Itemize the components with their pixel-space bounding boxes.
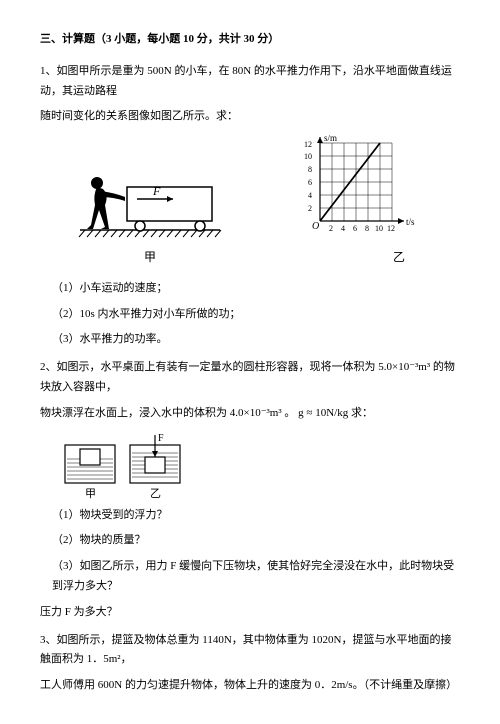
p1-line2: 随时间变化的关系图像如图乙所示。求： [40,107,460,127]
xtick: 8 [365,224,369,233]
force-label-f: F [152,184,161,198]
p1-q2: （2）10s 内水平推力对小车所做的功； [52,305,460,325]
p3-line2: 工人师傅用 600N 的力匀速提升物体，物体上升的速度为 0．2m/s。（不计绳… [40,676,460,696]
ytick: 4 [308,191,312,200]
p2-figure: 甲 F 乙 [60,430,460,500]
p1-fig-b-caption: 乙 [295,247,425,269]
p2-q3b: 压力 F 为多大？ [40,603,460,623]
section-title: 三、计算题（3 小题，每小题 10 分，共计 30 分） [40,30,460,50]
xtick: 6 [353,224,357,233]
problem-3: 3、如图所示，提篮及物体总重为 1140N，其中物体重为 1020N，提篮与水平… [40,631,460,696]
ytick: 10 [304,152,312,161]
p1-fig-a-caption: 甲 [75,247,225,269]
p1-q1: （1）小车运动的速度； [52,279,460,299]
p1-fig-b: s/m t/s O 2 4 6 8 10 12 2 4 6 [295,135,425,269]
problem-2: 2、如图示，水平桌面上有装有一定量水的圆柱形容器，现将一体积为 5.0×10⁻³… [40,358,460,622]
origin-label: O [312,221,319,232]
p3-line1: 3、如图所示，提篮及物体总重为 1140N，其中物体重为 1020N，提篮与水平… [40,631,460,671]
p2-force-label: F [158,433,164,444]
p2-fig-b-caption: 乙 [150,487,161,500]
xtick: 10 [375,224,383,233]
p1-line1: 1、如图甲所示是重为 500N 的小车，在 80N 的水平推力作用下，沿水平地面… [40,62,460,102]
xtick: 4 [341,224,345,233]
p2-line1: 2、如图示，水平桌面上有装有一定量水的圆柱形容器，现将一体积为 5.0×10⁻³… [40,358,460,398]
p1-q3: （3）水平推力的功率。 [52,330,460,350]
ytick: 8 [308,165,312,174]
ytick: 2 [308,204,312,213]
axis-y-label: s/m [324,135,337,143]
xtick: 2 [329,224,333,233]
problem-1: 1、如图甲所示是重为 500N 的小车，在 80N 的水平推力作用下，沿水平地面… [40,62,460,350]
p2-q3a: （3）如图乙所示，用力 F 缓慢向下压物块，使其恰好完全浸没在水中，此时物块受到… [52,557,460,597]
axis-x-label: t/s [406,217,415,227]
p1-fig-a: F 甲 [75,155,225,269]
xtick: 12 [387,224,395,233]
p2-q2: （2）物块的质量？ [52,531,460,551]
p2-fig-a-caption: 甲 [85,488,96,500]
ytick: 6 [308,178,312,187]
p1-figures: F 甲 [40,135,460,269]
ytick: 12 [304,140,312,149]
p2-line2: 物块漂浮在水面上，浸入水中的体积为 4.0×10⁻³m³ 。 g ≈ 10N/k… [40,404,460,424]
p2-q1: （1）物块受到的浮力？ [52,506,460,526]
